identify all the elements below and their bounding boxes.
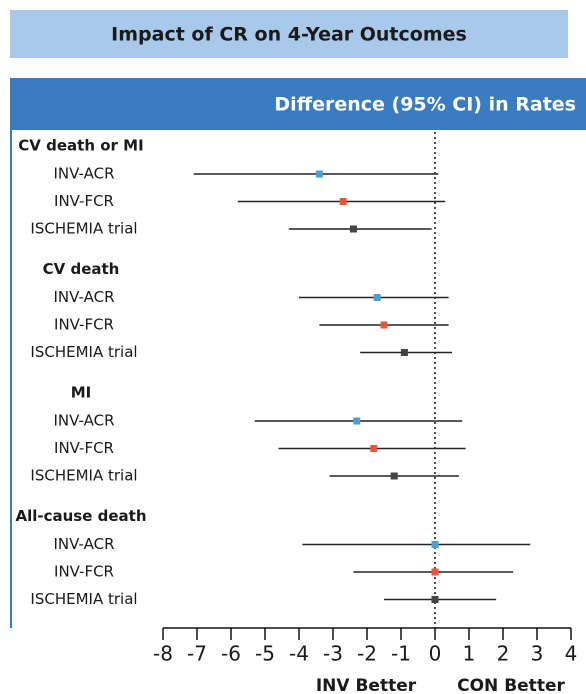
- point-estimate: [380, 321, 388, 329]
- point-estimate: [315, 170, 323, 178]
- axis-note: CON Better: [457, 676, 565, 694]
- x-tick-label: -1: [391, 642, 411, 666]
- x-tick-label: 2: [497, 642, 510, 666]
- point-estimate: [431, 596, 439, 603]
- x-tick-label: -6: [221, 642, 241, 666]
- group-label: MI: [71, 384, 92, 402]
- group-label: CV death: [43, 260, 120, 278]
- row-label: INV-FCR: [54, 316, 114, 334]
- title-banner: [10, 10, 568, 58]
- group-label: All-cause death: [15, 507, 146, 525]
- x-tick-label: -5: [255, 642, 275, 666]
- row-label: ISCHEMIA trial: [30, 343, 137, 361]
- point-estimate: [431, 568, 439, 576]
- header-bar: [10, 78, 586, 130]
- x-tick-label: 3: [531, 642, 544, 666]
- x-tick-label: -2: [357, 642, 377, 666]
- row-label: ISCHEMIA trial: [30, 467, 137, 485]
- point-estimate: [431, 541, 439, 548]
- point-estimate: [390, 472, 398, 480]
- row-label: INV-ACR: [53, 165, 114, 183]
- x-tick-label: -7: [187, 642, 207, 666]
- row-label: INV-ACR: [53, 288, 114, 306]
- x-tick-label: -4: [289, 642, 309, 666]
- x-tick-label: 1: [463, 642, 476, 666]
- point-estimate: [373, 294, 381, 301]
- column-header: Difference (95% CI) in Rates: [274, 94, 576, 116]
- axis-note: INV Better: [316, 676, 417, 694]
- chart-title: Impact of CR on 4-Year Outcomes: [111, 24, 467, 46]
- row-label: INV-FCR: [54, 439, 114, 457]
- row-label: ISCHEMIA trial: [30, 590, 137, 608]
- x-tick-label: -8: [153, 642, 173, 666]
- point-estimate: [370, 445, 378, 452]
- row-label: INV-ACR: [53, 535, 114, 553]
- row-label: ISCHEMIA trial: [30, 220, 137, 238]
- group-label: CV death or MI: [18, 137, 143, 155]
- point-estimate: [349, 225, 357, 233]
- point-estimate: [353, 417, 361, 425]
- row-label: INV-FCR: [54, 192, 114, 210]
- row-label: INV-ACR: [53, 412, 114, 430]
- x-tick-label: 0: [429, 642, 442, 666]
- point-estimate: [339, 198, 347, 205]
- x-tick-label: 4: [565, 642, 578, 666]
- row-label: INV-FCR: [54, 563, 114, 581]
- x-tick-label: -3: [323, 642, 343, 666]
- point-estimate: [400, 349, 408, 356]
